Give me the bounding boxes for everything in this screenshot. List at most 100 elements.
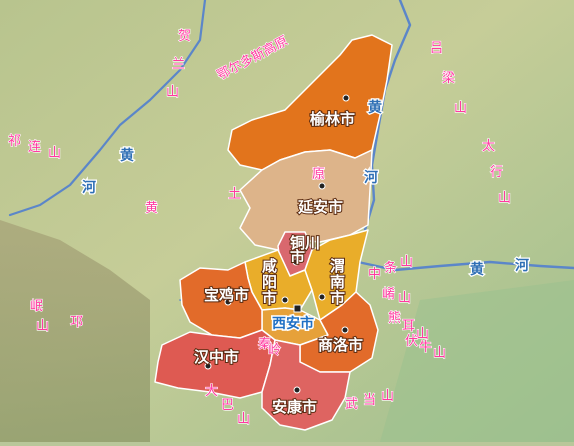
region-ankang[interactable] — [261, 339, 351, 431]
city-labels: 榆林市 延安市 铜川 市 咸 阳 市 渭 南 市 西安市 宝鸡市 商洛市 汉中市… — [193, 109, 364, 417]
region-baoji[interactable] — [179, 261, 263, 339]
label-tongchuan: 铜川 市 — [289, 233, 321, 267]
label-wudang: 武当山 — [344, 388, 394, 412]
label-min-char-0: 岷 — [30, 299, 43, 314]
label-xiong: 熊耳山 — [387, 309, 429, 342]
city-marker-yulin — [342, 94, 350, 102]
label-gaoyuan: 高原 — [311, 165, 325, 182]
label-taihang-char-1: 行 — [490, 165, 503, 180]
label-xiaoshan-char-1: 山 — [398, 291, 411, 306]
label-qilian-char-0: 祁 — [8, 134, 21, 149]
label-lvliang-char-2: 山 — [454, 101, 467, 116]
label-daba: 大巴山 — [204, 383, 250, 427]
label-hanzhong: 汉中市 — [194, 348, 239, 366]
label-tongchuan-2: 市 — [290, 248, 305, 266]
label-funiu-char-1: 牛 — [419, 340, 432, 355]
city-marker-xian — [293, 304, 302, 313]
label-taihang: 太行山 — [481, 138, 511, 206]
city-marker-weinan — [318, 293, 326, 301]
label-qinling-char-0: 秦 — [258, 337, 271, 352]
label-qilian-char-1: 连 — [28, 139, 41, 155]
river-labels: 黄 河 黄 河 黄 河 — [81, 98, 531, 280]
label-wudang-char-1: 当 — [363, 393, 376, 408]
label-yellow-river-east: 黄 河 — [469, 256, 531, 280]
label-qilian: 祁连山 — [7, 133, 61, 161]
label-loess-huang: 黄 — [145, 201, 158, 216]
label-baoji: 宝鸡市 — [204, 286, 249, 304]
label-taihang-char-0: 太 — [482, 139, 495, 154]
label-gaoyuan-char-0: 高 — [312, 166, 325, 182]
label-wudang-char-0: 武 — [345, 397, 358, 412]
label-funiu-char-2: 山 — [433, 346, 446, 361]
label-xianyang-3: 市 — [262, 289, 277, 307]
label-river-sx-1: 黄 — [368, 99, 382, 116]
label-zhongtiao-char-0: 中 — [368, 267, 381, 282]
western-mountains-shade — [0, 220, 150, 442]
yellow-river-main — [356, 0, 574, 272]
label-wudang-char-2: 山 — [381, 389, 394, 404]
label-river-e-1: 黄 — [470, 261, 484, 278]
label-yellow-river-northwest: 黄 河 — [81, 146, 136, 198]
label-daba-char-0: 大 — [205, 384, 218, 399]
label-weinan: 渭 南 市 — [329, 256, 346, 308]
eastern-plain-shade — [380, 280, 574, 442]
label-daba-char-2: 山 — [237, 412, 250, 427]
city-marker-ankang — [293, 386, 301, 394]
label-helan: 贺兰山 — [165, 28, 191, 100]
label-helan-char-0: 贺 — [178, 29, 191, 44]
label-shangluo: 商洛市 — [318, 336, 363, 354]
label-xianyang: 咸 阳 市 — [261, 256, 278, 308]
label-xiaoshan: 崤山 — [381, 286, 411, 306]
label-lvliang-char-0: 吕 — [430, 41, 443, 56]
city-marker-xianyang — [281, 296, 289, 304]
label-helan-char-2: 山 — [166, 85, 179, 100]
label-qilian-char-2: 山 — [48, 146, 61, 161]
label-zhongtiao: 中条山 — [367, 254, 413, 282]
label-yanan: 延安市 — [297, 198, 343, 216]
label-loess-tu: 土 — [228, 187, 241, 202]
label-lvliang-char-1: 梁 — [442, 71, 455, 86]
label-lvliang: 吕梁山 — [429, 40, 467, 116]
label-river-e-2: 河 — [515, 257, 529, 274]
region-shangluo[interactable] — [299, 291, 379, 373]
city-marker-baoji — [224, 298, 232, 306]
label-river-sx-2: 河 — [364, 169, 378, 186]
city-marker-yanan — [318, 182, 326, 190]
label-gaoyuan-char-1: 原 — [312, 167, 325, 182]
label-ankang: 安康市 — [272, 398, 317, 416]
label-weinan-3: 市 — [330, 289, 345, 307]
label-min-char-1: 山 — [36, 319, 49, 334]
label-xiaoshan-char-0: 崤 — [382, 287, 395, 302]
label-xiong-char-1: 耳 — [402, 319, 415, 334]
yellow-river-northwest — [8, 0, 207, 217]
label-river-nw-1: 黄 — [120, 147, 134, 164]
label-xiong-char-0: 熊 — [388, 310, 401, 326]
city-marker-shangluo — [341, 326, 349, 334]
label-river-nw-2: 河 — [82, 179, 96, 196]
label-taihang-char-2: 山 — [498, 191, 511, 206]
label-yulin: 榆林市 — [310, 110, 355, 128]
city-marker-hanzhong — [204, 362, 212, 370]
label-zhongtiao-char-2: 山 — [400, 255, 413, 270]
label-qinling: 秦岭 — [257, 336, 281, 358]
label-min: 岷山 — [29, 298, 49, 334]
label-xianyang-2: 阳 — [262, 273, 277, 291]
label-funiu: 伏牛山 — [404, 333, 446, 361]
label-weinan-1: 渭 — [330, 257, 345, 275]
label-qiong-char-0: 邛 — [70, 315, 83, 330]
label-zhongtiao-char-1: 条 — [384, 260, 397, 276]
label-xian: 西安市 — [272, 315, 314, 332]
label-xianyang-1: 咸 — [262, 257, 277, 275]
city-marker-tongchuan — [292, 258, 300, 266]
label-xiong-char-2: 山 — [416, 327, 429, 342]
label-daba-char-1: 巴 — [221, 398, 234, 413]
label-tongchuan-1: 铜川 — [290, 234, 320, 252]
label-funiu-char-0: 伏 — [405, 334, 418, 349]
city-markers — [204, 94, 350, 394]
label-qinling-char-1: 岭 — [268, 343, 281, 358]
label-weinan-2: 南 — [330, 273, 345, 291]
label-qiong: 邛 — [69, 314, 83, 330]
label-helan-char-1: 兰 — [172, 57, 185, 72]
